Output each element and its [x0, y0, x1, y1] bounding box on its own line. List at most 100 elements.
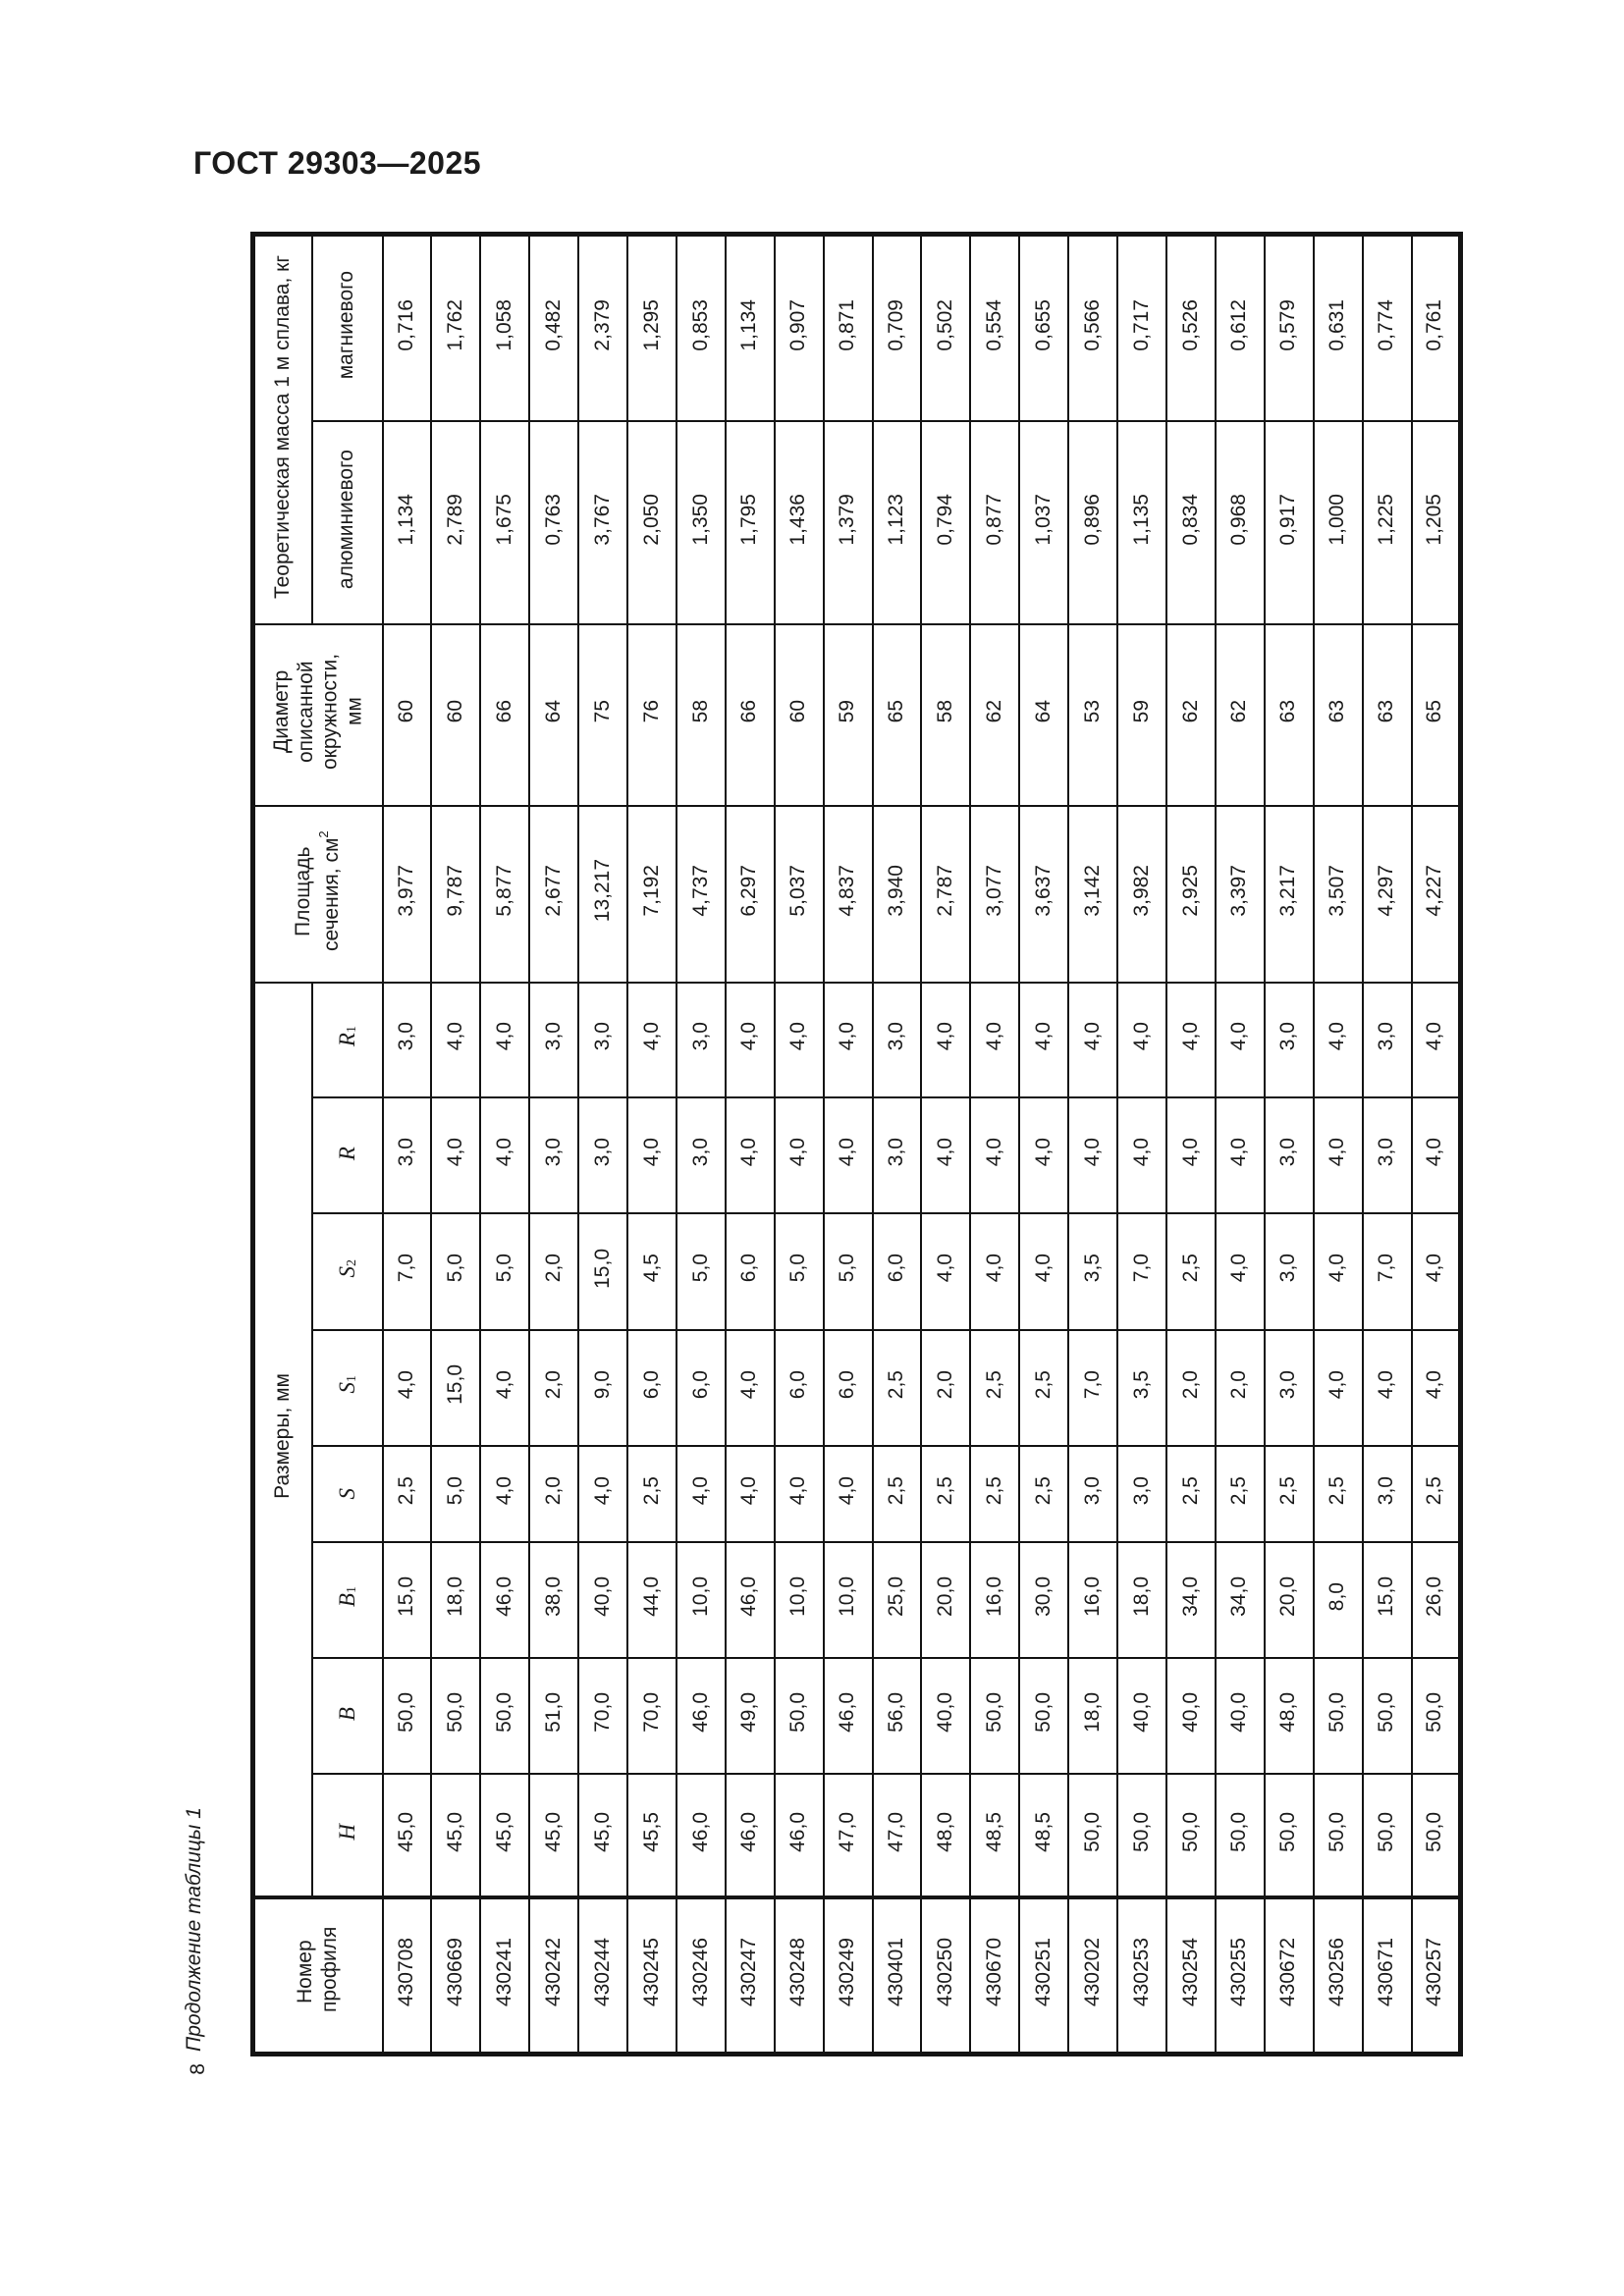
cell-h-3: 45,0 [479, 1772, 531, 1898]
cell-diameter-3: 66 [479, 622, 531, 807]
cell-mass_mg-9: 0,907 [773, 233, 825, 422]
cell-s1-6: 6,0 [626, 1328, 677, 1447]
cell-mass_al-4: 0,763 [528, 419, 580, 625]
row-label-r: R [310, 1095, 384, 1214]
cell-num-16: 430253 [1116, 1895, 1167, 2056]
row-label-mass-group: Теоретическая масса 1 м сплава, кг [251, 233, 313, 625]
cell-s-22: 2,5 [1410, 1444, 1462, 1543]
cell-diameter-17: 62 [1165, 622, 1217, 807]
cell-s1-3: 4,0 [479, 1328, 531, 1447]
cell-num-22: 430257 [1410, 1895, 1462, 2056]
cell-r-17: 4,0 [1165, 1095, 1217, 1214]
cell-s-15: 3,0 [1067, 1444, 1119, 1543]
cell-b-18: 40,0 [1214, 1656, 1266, 1775]
cell-r-13: 4,0 [969, 1095, 1021, 1214]
cell-diameter-22: 65 [1410, 622, 1462, 807]
cell-r1-8: 4,0 [724, 981, 776, 1098]
cell-mass_al-10: 1,379 [822, 419, 874, 625]
cell-b1-17: 34,0 [1165, 1540, 1217, 1659]
cell-b-7: 46,0 [675, 1656, 727, 1775]
cell-h-16: 50,0 [1116, 1772, 1167, 1898]
cell-b-5: 70,0 [577, 1656, 629, 1775]
cell-r1-11: 3,0 [871, 981, 923, 1098]
cell-diameter-8: 66 [724, 622, 776, 807]
cell-s-1: 2,5 [381, 1444, 433, 1543]
cell-area-3: 5,877 [479, 804, 531, 984]
cell-area-21: 4,297 [1361, 804, 1413, 984]
cell-num-7: 430246 [675, 1895, 727, 2056]
cell-b-13: 50,0 [969, 1656, 1021, 1775]
cell-mass_al-18: 0,968 [1214, 419, 1266, 625]
cell-b-19: 48,0 [1263, 1656, 1315, 1775]
cell-mass_mg-22: 0,761 [1410, 233, 1462, 422]
cell-r1-19: 3,0 [1263, 981, 1315, 1098]
cell-area-7: 4,737 [675, 804, 727, 984]
cell-mass_mg-21: 0,774 [1361, 233, 1413, 422]
cell-r-14: 4,0 [1018, 1095, 1070, 1214]
cell-mass_mg-14: 0,655 [1018, 233, 1070, 422]
cell-mass_mg-17: 0,526 [1165, 233, 1217, 422]
cell-area-13: 3,077 [969, 804, 1021, 984]
cell-s1-17: 2,0 [1165, 1328, 1217, 1447]
cell-diameter-14: 64 [1018, 622, 1070, 807]
cell-s2-10: 5,0 [822, 1211, 874, 1331]
cell-mass_mg-4: 0,482 [528, 233, 580, 422]
cell-h-4: 45,0 [528, 1772, 580, 1898]
cell-b-15: 18,0 [1067, 1656, 1119, 1775]
cell-b1-10: 10,0 [822, 1540, 874, 1659]
cell-b1-6: 44,0 [626, 1540, 677, 1659]
cell-b1-8: 46,0 [724, 1540, 776, 1659]
cell-mass_al-14: 1,037 [1018, 419, 1070, 625]
cell-num-13: 430670 [969, 1895, 1021, 2056]
cell-b1-4: 38,0 [528, 1540, 580, 1659]
cell-num-15: 430202 [1067, 1895, 1119, 2056]
cell-b1-16: 18,0 [1116, 1540, 1167, 1659]
cell-b1-13: 16,0 [969, 1540, 1021, 1659]
cell-b1-22: 26,0 [1410, 1540, 1462, 1659]
cell-b-4: 51,0 [528, 1656, 580, 1775]
cell-area-12: 2,787 [920, 804, 972, 984]
row-label-area: Площадь сечения, см2 [251, 804, 384, 984]
cell-mass_al-7: 1,350 [675, 419, 727, 625]
cell-r-6: 4,0 [626, 1095, 677, 1214]
cell-h-19: 50,0 [1263, 1772, 1315, 1898]
cell-mass_al-20: 1,000 [1312, 419, 1364, 625]
cell-r-10: 4,0 [822, 1095, 874, 1214]
cell-s-6: 2,5 [626, 1444, 677, 1543]
cell-num-20: 430256 [1312, 1895, 1364, 2056]
cell-b1-19: 20,0 [1263, 1540, 1315, 1659]
cell-r-4: 3,0 [528, 1095, 580, 1214]
cell-s-18: 2,5 [1214, 1444, 1266, 1543]
cell-b-20: 50,0 [1312, 1656, 1364, 1775]
cell-area-6: 7,192 [626, 804, 677, 984]
cell-s-16: 3,0 [1116, 1444, 1167, 1543]
cell-r1-20: 4,0 [1312, 981, 1364, 1098]
cell-s2-4: 2,0 [528, 1211, 580, 1331]
cell-mass_al-21: 1,225 [1361, 419, 1413, 625]
cell-r-22: 4,0 [1410, 1095, 1462, 1214]
cell-mass_mg-12: 0,502 [920, 233, 972, 422]
cell-area-2: 9,787 [430, 804, 482, 984]
cell-r1-15: 4,0 [1067, 981, 1119, 1098]
cell-area-4: 2,677 [528, 804, 580, 984]
cell-area-14: 3,637 [1018, 804, 1070, 984]
cell-s-5: 4,0 [577, 1444, 629, 1543]
cell-h-6: 45,5 [626, 1772, 677, 1898]
cell-b-1: 50,0 [381, 1656, 433, 1775]
cell-r-12: 4,0 [920, 1095, 972, 1214]
cell-s2-12: 4,0 [920, 1211, 972, 1331]
cell-s-3: 4,0 [479, 1444, 531, 1543]
cell-area-17: 2,925 [1165, 804, 1217, 984]
cell-b-6: 70,0 [626, 1656, 677, 1775]
cell-mass_mg-5: 2,379 [577, 233, 629, 422]
cell-r1-2: 4,0 [430, 981, 482, 1098]
table-caption: Продолжение таблицы 1 [183, 1807, 205, 2052]
cell-r1-7: 3,0 [675, 981, 727, 1098]
cell-r-15: 4,0 [1067, 1095, 1119, 1214]
cell-num-2: 430669 [430, 1895, 482, 2056]
cell-r-16: 4,0 [1116, 1095, 1167, 1214]
cell-num-11: 430401 [871, 1895, 923, 2056]
cell-mass_mg-11: 0,709 [871, 233, 923, 422]
cell-h-8: 46,0 [724, 1772, 776, 1898]
cell-s-10: 4,0 [822, 1444, 874, 1543]
